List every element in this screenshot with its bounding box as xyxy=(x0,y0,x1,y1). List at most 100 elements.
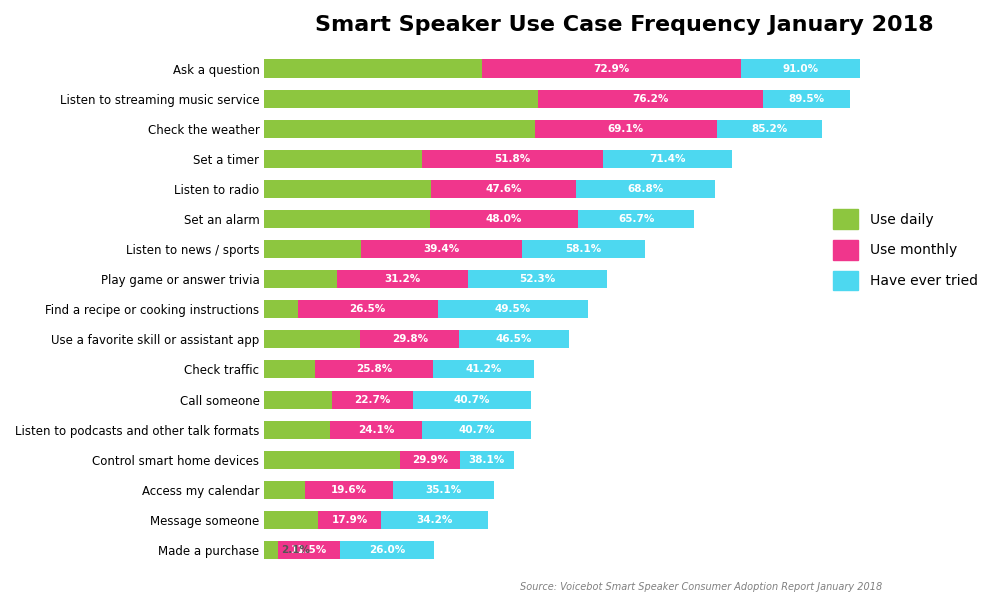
Bar xyxy=(264,180,431,198)
Bar xyxy=(264,270,337,288)
Bar xyxy=(264,270,607,288)
Text: 41.2%: 41.2% xyxy=(465,365,502,374)
Text: 19.6%: 19.6% xyxy=(331,485,367,495)
Bar xyxy=(264,511,318,529)
Text: 34.2%: 34.2% xyxy=(417,515,453,525)
Bar xyxy=(264,60,860,77)
Bar xyxy=(264,511,488,529)
Text: 24.1%: 24.1% xyxy=(358,425,394,435)
Bar xyxy=(264,451,460,469)
Text: 25.8%: 25.8% xyxy=(356,365,392,374)
Text: 10.3%: 10.3% xyxy=(280,394,316,405)
Text: 29.8%: 29.8% xyxy=(392,334,428,345)
Text: 41.9%: 41.9% xyxy=(383,93,419,104)
Text: 20.8%: 20.8% xyxy=(314,455,350,465)
Text: 31.2%: 31.2% xyxy=(385,274,421,284)
Text: 2.1%: 2.1% xyxy=(281,545,310,555)
Text: 49.5%: 49.5% xyxy=(495,304,531,314)
Bar xyxy=(264,330,569,349)
Bar xyxy=(264,541,278,559)
Bar xyxy=(264,240,522,258)
Text: 6.2%: 6.2% xyxy=(270,485,299,495)
Bar xyxy=(264,60,741,77)
Bar xyxy=(264,481,305,499)
Bar xyxy=(264,90,538,108)
Text: 65.7%: 65.7% xyxy=(618,214,655,224)
Text: 39.4%: 39.4% xyxy=(423,244,460,254)
Bar xyxy=(264,150,603,168)
Bar xyxy=(264,421,531,439)
Text: 35.1%: 35.1% xyxy=(425,485,461,495)
Bar xyxy=(264,300,588,318)
Bar xyxy=(264,90,763,108)
Text: 14.7%: 14.7% xyxy=(294,334,331,345)
Text: 69.1%: 69.1% xyxy=(608,124,644,134)
Title: Smart Speaker Use Case Frequency January 2018: Smart Speaker Use Case Frequency January… xyxy=(315,15,934,35)
Text: 26.0%: 26.0% xyxy=(369,545,405,555)
Text: 25.3%: 25.3% xyxy=(329,214,365,224)
Bar xyxy=(264,361,433,378)
Text: 72.9%: 72.9% xyxy=(594,64,630,74)
Bar xyxy=(264,421,330,439)
Bar xyxy=(264,390,413,409)
Bar xyxy=(264,120,535,137)
Text: 52.3%: 52.3% xyxy=(519,274,556,284)
Text: 40.7%: 40.7% xyxy=(458,425,495,435)
Bar xyxy=(264,180,715,198)
Text: 51.8%: 51.8% xyxy=(494,154,531,164)
Bar xyxy=(264,451,400,469)
Bar xyxy=(264,361,315,378)
Bar xyxy=(264,330,459,349)
Bar xyxy=(264,120,822,137)
Text: 89.5%: 89.5% xyxy=(788,93,825,104)
Bar xyxy=(264,60,482,77)
Text: 76.2%: 76.2% xyxy=(633,93,669,104)
Text: 14.8%: 14.8% xyxy=(294,244,331,254)
Text: 91.0%: 91.0% xyxy=(783,64,819,74)
Bar xyxy=(264,240,361,258)
Text: Source: Voicebot Smart Speaker Consumer Adoption Report January 2018: Source: Voicebot Smart Speaker Consumer … xyxy=(520,582,882,592)
Bar xyxy=(264,210,578,228)
Bar xyxy=(264,451,514,469)
Text: 8.2%: 8.2% xyxy=(277,515,306,525)
Text: 40.7%: 40.7% xyxy=(453,394,490,405)
Bar xyxy=(264,541,340,559)
Bar xyxy=(264,481,393,499)
Text: 10.1%: 10.1% xyxy=(279,425,315,435)
Text: 29.9%: 29.9% xyxy=(412,455,448,465)
Bar xyxy=(264,300,298,318)
Text: 85.2%: 85.2% xyxy=(751,124,787,134)
Bar xyxy=(264,180,576,198)
Bar xyxy=(264,511,381,529)
Bar xyxy=(264,330,360,349)
Text: 38.1%: 38.1% xyxy=(469,455,505,465)
Bar xyxy=(264,150,422,168)
Bar xyxy=(264,541,434,559)
Bar xyxy=(264,240,645,258)
Text: 22.7%: 22.7% xyxy=(354,394,390,405)
Text: 71.4%: 71.4% xyxy=(649,154,686,164)
Bar xyxy=(264,150,732,168)
Text: 25.5%: 25.5% xyxy=(330,184,366,194)
Text: 11.1%: 11.1% xyxy=(282,274,319,284)
Text: 68.8%: 68.8% xyxy=(627,184,663,194)
Text: 24.1%: 24.1% xyxy=(325,154,361,164)
Bar xyxy=(264,120,717,137)
Text: 46.5%: 46.5% xyxy=(496,334,532,345)
Text: 7.7%: 7.7% xyxy=(275,365,304,374)
Text: 5.1%: 5.1% xyxy=(266,304,295,314)
Bar xyxy=(264,481,494,499)
Bar xyxy=(264,390,531,409)
Text: 58.1%: 58.1% xyxy=(565,244,601,254)
Text: 11.5%: 11.5% xyxy=(291,545,327,555)
Text: 41.4%: 41.4% xyxy=(381,124,418,134)
Bar xyxy=(264,421,422,439)
Bar xyxy=(264,90,850,108)
Bar xyxy=(264,270,468,288)
Text: 17.9%: 17.9% xyxy=(332,515,368,525)
Text: 47.6%: 47.6% xyxy=(485,184,522,194)
Bar xyxy=(264,300,438,318)
Bar xyxy=(264,210,694,228)
Bar xyxy=(264,210,430,228)
Bar xyxy=(264,361,534,378)
